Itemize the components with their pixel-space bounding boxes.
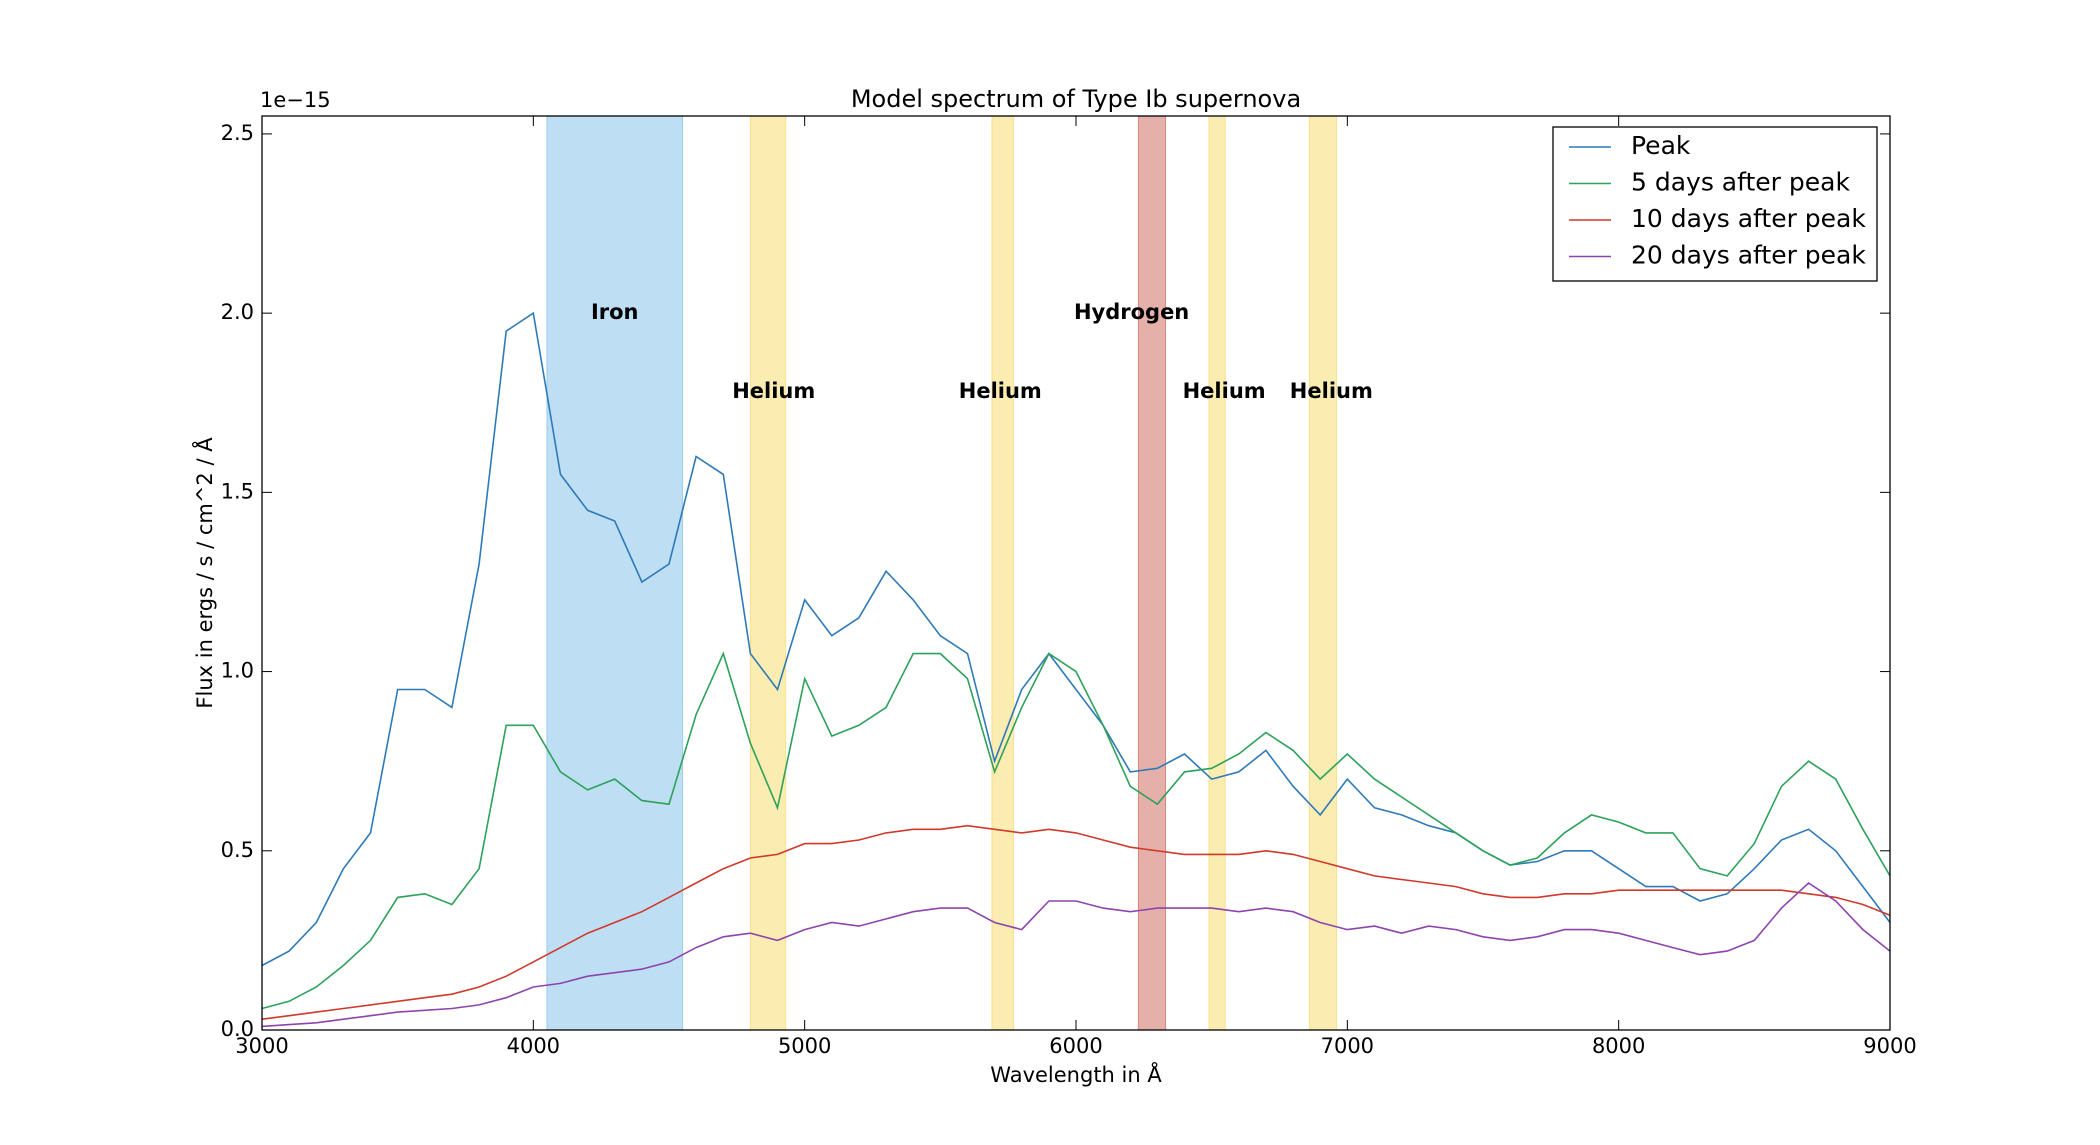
chart-title: Model spectrum of Type Ib supernova [851, 85, 1301, 113]
legend-label: 10 days after peak [1631, 204, 1866, 233]
series-line [261, 311, 1891, 967]
legend-label: 5 days after peak [1631, 168, 1850, 197]
x-tick-label: 5000 [778, 1034, 831, 1058]
legend-label: 20 days after peak [1631, 241, 1866, 270]
x-tick-label: 7000 [1321, 1034, 1374, 1058]
y-tick-label: 2.5 [221, 121, 254, 145]
shaded-region [1308, 115, 1337, 1031]
x-tick-label: 4000 [507, 1034, 560, 1058]
y-axis-label: Flux in ergs / s / cm^2 / Å [191, 437, 217, 709]
x-tick-label: 6000 [1049, 1034, 1102, 1058]
shaded-region [1208, 115, 1226, 1031]
y-tick-label: 0.5 [221, 838, 254, 862]
annotation: Helium [1183, 379, 1266, 403]
x-tick-label: 8000 [1592, 1034, 1645, 1058]
shaded-region [749, 115, 787, 1031]
legend-box [1552, 126, 1878, 282]
annotation: Iron [591, 300, 639, 324]
shaded-region [991, 115, 1015, 1031]
series-line [261, 651, 1891, 1010]
annotation: Hydrogen [1074, 300, 1189, 324]
annotation: Helium [959, 379, 1042, 403]
annotation: Helium [1290, 379, 1373, 403]
shaded-region [1137, 115, 1167, 1031]
y-tick-label: 1.5 [221, 479, 254, 503]
y-tick-label: 2.0 [221, 300, 254, 324]
series-line [261, 881, 1891, 1028]
y-offset-label: 1e−15 [260, 88, 331, 112]
shaded-region [546, 115, 684, 1031]
y-tick-label: 0.0 [221, 1017, 254, 1041]
series-line [261, 824, 1891, 1020]
x-tick-label: 9000 [1863, 1034, 1916, 1058]
y-tick-label: 1.0 [221, 659, 254, 683]
annotation: Helium [732, 379, 815, 403]
legend-label: Peak [1631, 131, 1691, 160]
x-tick-label: 3000 [235, 1034, 288, 1058]
x-axis-label: Wavelength in Å [990, 1061, 1162, 1087]
